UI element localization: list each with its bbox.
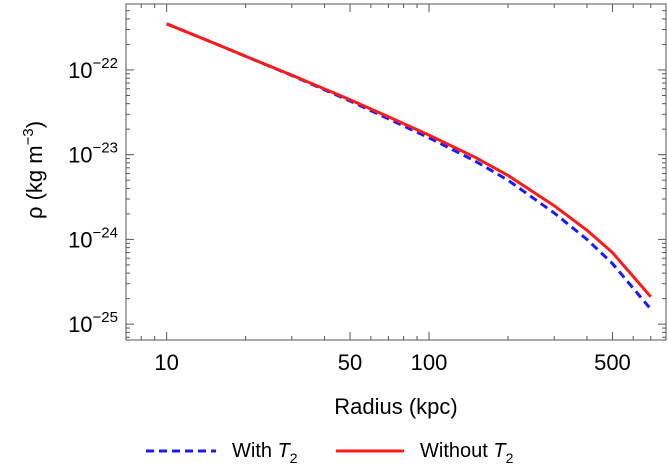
- y-axis-ticks: 10−22 10−23 10−24 10−25: [68, 3, 666, 338]
- y-axis-title-exp: −3: [20, 128, 37, 145]
- plot-frame: [125, 3, 667, 341]
- y-tick-label: 10−22: [68, 55, 118, 83]
- x-tick-label: 10: [154, 350, 178, 375]
- x-axis-title: Radius (kpc): [334, 394, 457, 419]
- y-axis-title: ρ (kg m−3): [20, 121, 47, 219]
- x-axis-ticks: 10 50 100 500: [125, 4, 667, 375]
- x-tick-label: 50: [338, 350, 362, 375]
- legend: With T2 Without T2: [146, 440, 514, 466]
- legend-label: Without T2: [420, 440, 514, 466]
- x-tick-label: 500: [594, 350, 631, 375]
- y-tick-label: 10−25: [68, 309, 118, 337]
- y-tick-label: 10−24: [68, 224, 118, 252]
- series-line-with-t2: [166, 22, 652, 311]
- series-layer: [166, 22, 652, 311]
- legend-label: With T2: [232, 440, 298, 466]
- y-tick-label: 10−23: [68, 140, 118, 168]
- series-line-without-t2: [166, 22, 652, 298]
- x-tick-label: 100: [411, 350, 448, 375]
- y-axis-title-close: ): [22, 121, 47, 128]
- y-axis-title-main: ρ (kg m: [22, 145, 47, 219]
